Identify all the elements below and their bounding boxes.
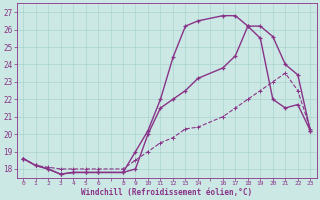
X-axis label: Windchill (Refroidissement éolien,°C): Windchill (Refroidissement éolien,°C): [81, 188, 252, 197]
